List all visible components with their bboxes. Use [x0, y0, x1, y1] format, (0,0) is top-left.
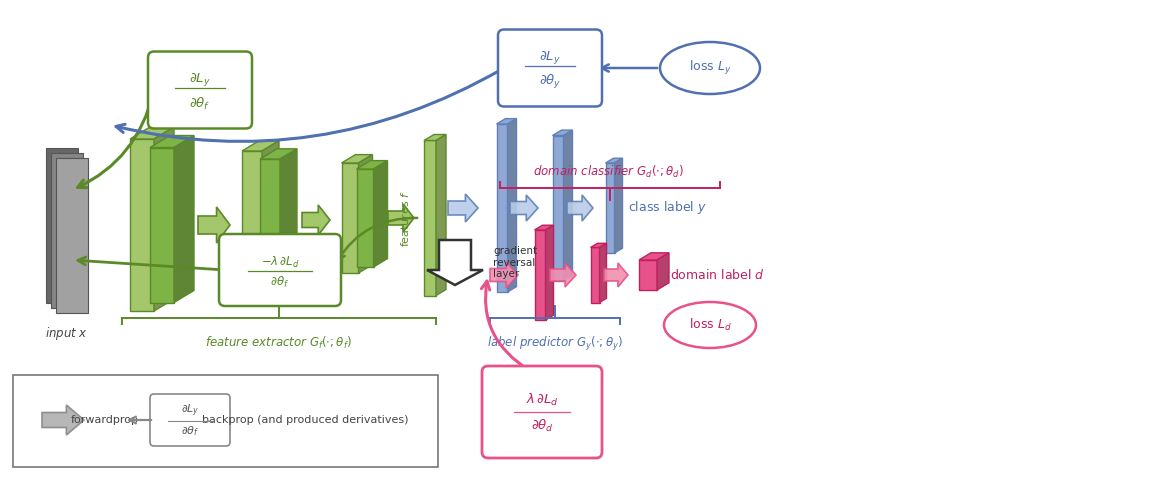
Polygon shape [427, 240, 483, 285]
Polygon shape [590, 243, 607, 248]
Polygon shape [341, 155, 373, 163]
Text: input $x$: input $x$ [46, 324, 88, 341]
Polygon shape [262, 141, 279, 289]
Text: domain classifier $G_d(\cdot;\theta_d)$: domain classifier $G_d(\cdot;\theta_d)$ [533, 164, 683, 180]
Polygon shape [490, 262, 517, 288]
Text: $\partial \theta_f$: $\partial \theta_f$ [181, 424, 199, 438]
Text: backprop (and produced derivatives): backprop (and produced derivatives) [202, 415, 408, 425]
Polygon shape [496, 124, 508, 292]
Text: $-\lambda\,\partial L_d$: $-\lambda\,\partial L_d$ [261, 254, 300, 270]
Polygon shape [425, 141, 436, 296]
Polygon shape [639, 260, 657, 290]
Polygon shape [46, 147, 78, 302]
Polygon shape [563, 130, 573, 280]
Polygon shape [604, 263, 628, 287]
Polygon shape [600, 243, 607, 302]
FancyBboxPatch shape [497, 29, 602, 107]
Polygon shape [198, 207, 230, 243]
Polygon shape [436, 134, 446, 296]
Polygon shape [553, 135, 563, 280]
Polygon shape [657, 253, 669, 290]
Text: gradient
reversal
layer: gradient reversal layer [493, 246, 537, 279]
Text: features $f$: features $f$ [399, 190, 410, 247]
Polygon shape [174, 135, 194, 302]
Polygon shape [590, 248, 600, 302]
Polygon shape [374, 161, 388, 267]
Text: $\partial \theta_y$: $\partial \theta_y$ [539, 73, 561, 91]
Text: $\partial \theta_f$: $\partial \theta_f$ [189, 96, 211, 112]
Polygon shape [425, 134, 446, 141]
Text: $\partial L_y$: $\partial L_y$ [539, 49, 561, 67]
Polygon shape [356, 169, 374, 267]
FancyBboxPatch shape [148, 51, 252, 129]
Polygon shape [56, 157, 88, 312]
Text: $\partial L_y$: $\partial L_y$ [189, 72, 211, 88]
FancyBboxPatch shape [219, 234, 341, 306]
Polygon shape [553, 130, 573, 135]
Polygon shape [260, 149, 298, 159]
Text: class label $y$: class label $y$ [628, 200, 707, 216]
Polygon shape [546, 225, 554, 320]
Polygon shape [154, 127, 174, 311]
Polygon shape [151, 147, 174, 302]
Polygon shape [615, 158, 622, 253]
Polygon shape [242, 151, 262, 289]
Polygon shape [388, 204, 414, 232]
Polygon shape [508, 119, 516, 292]
FancyBboxPatch shape [151, 394, 230, 446]
Text: loss $L_d$: loss $L_d$ [689, 317, 731, 333]
Polygon shape [42, 405, 83, 435]
Polygon shape [510, 195, 537, 221]
Polygon shape [606, 158, 622, 163]
Text: label predictor $G_y(\cdot;\theta_y)$: label predictor $G_y(\cdot;\theta_y)$ [487, 335, 623, 353]
Text: domain label $d$: domain label $d$ [670, 268, 764, 282]
Polygon shape [151, 135, 194, 147]
FancyBboxPatch shape [13, 375, 437, 467]
Polygon shape [535, 230, 546, 320]
Ellipse shape [660, 42, 760, 94]
Polygon shape [359, 155, 373, 273]
Polygon shape [356, 161, 388, 169]
Polygon shape [496, 119, 516, 124]
Polygon shape [448, 194, 477, 222]
Text: $\partial \theta_f$: $\partial \theta_f$ [270, 275, 289, 289]
Polygon shape [280, 149, 298, 281]
Text: $\partial \theta_d$: $\partial \theta_d$ [530, 418, 554, 434]
Polygon shape [302, 205, 330, 235]
Polygon shape [567, 195, 593, 221]
Polygon shape [550, 263, 576, 287]
Text: loss $L_y$: loss $L_y$ [689, 59, 731, 77]
Polygon shape [341, 163, 359, 273]
Text: $\lambda\,\partial L_d$: $\lambda\,\partial L_d$ [526, 392, 559, 408]
Text: $\partial L_y$: $\partial L_y$ [181, 403, 199, 419]
Polygon shape [51, 153, 83, 308]
Polygon shape [131, 139, 154, 311]
FancyBboxPatch shape [482, 366, 602, 458]
Text: forwardprop: forwardprop [71, 415, 139, 425]
Polygon shape [535, 225, 554, 230]
Ellipse shape [664, 302, 756, 348]
Polygon shape [131, 127, 174, 139]
Polygon shape [606, 163, 615, 253]
Polygon shape [260, 159, 280, 281]
Polygon shape [639, 253, 669, 260]
Polygon shape [242, 141, 279, 151]
Text: feature extractor $G_f(\cdot;\theta_f)$: feature extractor $G_f(\cdot;\theta_f)$ [206, 335, 353, 351]
